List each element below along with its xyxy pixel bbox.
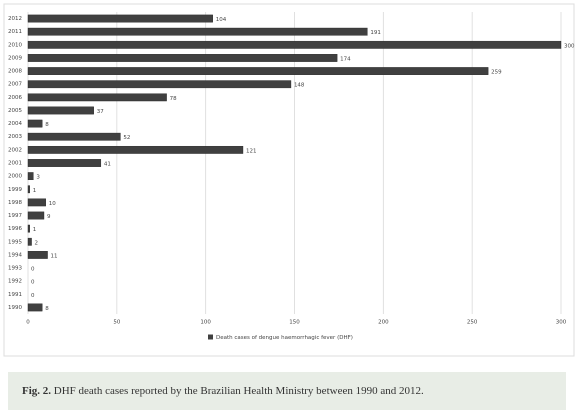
- bar: [27, 119, 43, 128]
- bar: [27, 80, 292, 89]
- bar: [27, 54, 338, 62]
- bar: [27, 14, 213, 23]
- bar: [27, 211, 45, 220]
- chart: 0 50 100 150 200 250 3002012201120102009200820…: [3, 3, 575, 357]
- y-tick-label: 2010: [8, 42, 22, 48]
- bar: [27, 27, 368, 36]
- x-tick-label: 300: [556, 320, 567, 326]
- y-tick-label: 1994: [8, 252, 22, 258]
- value-label: 10: [49, 201, 56, 207]
- x-tick-label: 150: [289, 320, 300, 326]
- value-label: 78: [170, 96, 177, 102]
- value-label: 259: [491, 70, 502, 76]
- value-label: 11: [51, 253, 58, 259]
- bar: [27, 145, 244, 154]
- y-tick-label: 1996: [8, 226, 22, 232]
- bar: [27, 159, 102, 167]
- value-label: 3: [36, 175, 40, 181]
- legend-swatch: [208, 334, 213, 340]
- value-label: 8: [45, 306, 49, 312]
- y-tick-label: 2000: [8, 174, 22, 180]
- y-tick-label: 1997: [8, 213, 22, 219]
- value-label: 8: [45, 122, 49, 128]
- value-label: 191: [370, 30, 381, 36]
- caption-label: Fig. 2.: [22, 385, 52, 397]
- x-tick-label: 50: [113, 320, 120, 326]
- y-tick-label: 2009: [8, 55, 22, 61]
- y-tick-label: 2002: [8, 147, 22, 153]
- y-tick-label: 1995: [8, 239, 22, 245]
- bar: [27, 132, 121, 141]
- value-label: 0: [31, 267, 35, 273]
- value-label: 9: [47, 214, 51, 220]
- y-tick-label: 2005: [8, 108, 22, 114]
- y-tick-label: 1990: [8, 305, 22, 311]
- bar: [27, 237, 32, 246]
- value-label: 0: [31, 280, 35, 286]
- value-label: 0: [31, 293, 35, 299]
- y-tick-label: 2011: [8, 29, 22, 35]
- y-tick-label: 2003: [8, 134, 22, 140]
- y-tick-label: 1999: [8, 187, 22, 193]
- value-label: 300: [564, 43, 575, 49]
- bar: [27, 224, 30, 233]
- y-tick-label: 2006: [8, 95, 22, 101]
- y-tick-label: 1998: [8, 200, 22, 206]
- value-label: 1: [33, 188, 37, 194]
- value-label: 121: [246, 148, 257, 154]
- bar: [27, 172, 34, 181]
- y-tick-label: 1992: [8, 279, 22, 285]
- y-tick-label: 2004: [8, 121, 22, 127]
- y-tick-label: 2001: [8, 161, 22, 167]
- value-label: 1: [33, 227, 37, 233]
- y-tick-label: 2008: [8, 69, 22, 75]
- caption: Fig. 2. DHF death cases reported by the …: [8, 372, 566, 410]
- value-label: 37: [97, 109, 104, 115]
- bar: [27, 251, 48, 259]
- bar: [27, 198, 46, 207]
- x-tick-label: 200: [378, 320, 389, 326]
- caption-text: DHF death cases reported by the Brazilia…: [53, 385, 424, 397]
- value-label: 2: [35, 240, 39, 246]
- bar: [27, 40, 562, 49]
- y-tick-label: 2012: [8, 16, 22, 22]
- bar: [27, 67, 489, 75]
- bar: [27, 106, 94, 115]
- bar: [27, 185, 30, 194]
- bar: [27, 93, 167, 102]
- x-tick-label: 250: [467, 320, 478, 326]
- y-tick-label: 2007: [8, 82, 22, 88]
- value-label: 52: [123, 135, 130, 141]
- x-tick-label: 100: [200, 320, 211, 326]
- value-label: 148: [294, 83, 305, 89]
- y-tick-label: 1993: [8, 266, 22, 272]
- bar: [27, 303, 43, 312]
- legend-label: Death cases of dengue haemorrhagic fever…: [216, 335, 353, 341]
- value-label: 104: [216, 17, 227, 23]
- x-tick-label: 0: [26, 320, 30, 326]
- y-tick-label: 1991: [8, 292, 22, 298]
- value-label: 41: [104, 162, 111, 168]
- chart-frame: [3, 3, 575, 357]
- value-label: 174: [340, 56, 351, 62]
